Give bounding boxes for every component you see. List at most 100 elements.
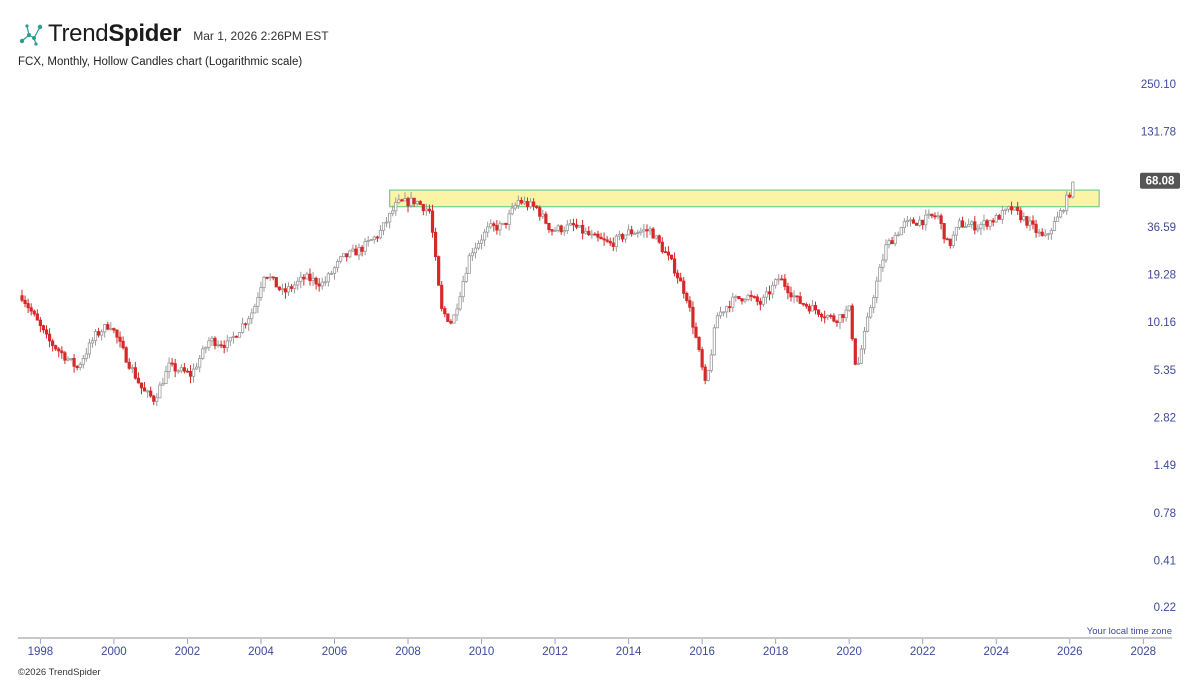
candle[interactable] — [571, 218, 576, 232]
candle[interactable] — [810, 300, 815, 312]
candle[interactable] — [311, 272, 315, 287]
candle[interactable] — [461, 275, 465, 303]
candle[interactable] — [326, 271, 330, 287]
candle[interactable] — [682, 277, 686, 299]
candle[interactable] — [136, 372, 141, 384]
candle[interactable] — [881, 253, 885, 273]
candle[interactable] — [669, 254, 674, 261]
candle[interactable] — [394, 197, 398, 216]
candle[interactable] — [884, 239, 888, 263]
candle[interactable] — [602, 232, 606, 246]
candle[interactable] — [639, 227, 643, 236]
candle[interactable] — [363, 237, 367, 256]
candle[interactable] — [587, 226, 591, 236]
candle[interactable] — [581, 219, 585, 240]
candle[interactable] — [495, 220, 499, 235]
candle[interactable] — [345, 253, 349, 262]
candle[interactable] — [982, 214, 986, 231]
candle[interactable] — [590, 229, 594, 239]
candle[interactable] — [207, 337, 211, 351]
candle[interactable] — [360, 245, 364, 257]
candle[interactable] — [446, 313, 450, 323]
candle[interactable] — [994, 213, 998, 223]
candle[interactable] — [642, 223, 646, 238]
candle[interactable] — [332, 266, 337, 280]
candle[interactable] — [740, 298, 744, 305]
candle[interactable] — [479, 234, 484, 250]
candle[interactable] — [832, 313, 836, 323]
candle[interactable] — [752, 295, 756, 299]
candle[interactable] — [654, 235, 658, 240]
candle[interactable] — [728, 300, 732, 313]
candle[interactable] — [103, 323, 107, 338]
candle[interactable] — [599, 232, 603, 240]
candle[interactable] — [1031, 215, 1035, 230]
candle[interactable] — [384, 216, 389, 228]
candle[interactable] — [1052, 216, 1057, 232]
candle[interactable] — [421, 203, 425, 216]
candle[interactable] — [878, 263, 882, 282]
candle[interactable] — [84, 348, 88, 362]
candle[interactable] — [617, 230, 622, 241]
candle[interactable] — [296, 277, 300, 291]
candle[interactable] — [709, 349, 713, 373]
candle[interactable] — [737, 296, 741, 300]
candle[interactable] — [400, 198, 404, 202]
candle[interactable] — [954, 226, 959, 241]
candle[interactable] — [721, 311, 726, 317]
candle[interactable] — [645, 224, 649, 238]
candle[interactable] — [835, 319, 839, 327]
candle[interactable] — [865, 312, 870, 333]
candle[interactable] — [862, 326, 867, 355]
candle[interactable] — [286, 282, 291, 296]
candle[interactable] — [1040, 228, 1044, 237]
candle[interactable] — [611, 237, 615, 252]
candle[interactable] — [764, 287, 769, 304]
candle[interactable] — [1062, 208, 1066, 214]
candle[interactable] — [755, 294, 759, 306]
candle[interactable] — [185, 368, 190, 373]
candle[interactable] — [458, 291, 462, 312]
candle[interactable] — [507, 209, 511, 231]
candle[interactable] — [93, 328, 98, 346]
candle[interactable] — [231, 331, 235, 344]
candle[interactable] — [672, 252, 677, 277]
candle[interactable] — [823, 310, 827, 324]
candle[interactable] — [960, 216, 965, 228]
candle[interactable] — [519, 197, 523, 205]
candle[interactable] — [369, 238, 373, 242]
candle[interactable] — [712, 324, 716, 356]
candle[interactable] — [115, 329, 119, 344]
candle[interactable] — [574, 218, 579, 230]
candle[interactable] — [979, 221, 983, 236]
candle[interactable] — [623, 234, 628, 243]
candle[interactable] — [69, 357, 73, 362]
candle[interactable] — [1037, 228, 1041, 237]
candle[interactable] — [844, 305, 848, 322]
candle[interactable] — [118, 331, 122, 348]
candle[interactable] — [544, 211, 548, 225]
candle[interactable] — [731, 292, 735, 313]
candle[interactable] — [725, 305, 729, 318]
candle[interactable] — [348, 249, 352, 259]
candle[interactable] — [826, 314, 830, 321]
candle[interactable] — [685, 291, 689, 304]
candle[interactable] — [541, 209, 545, 219]
candle[interactable] — [342, 253, 346, 258]
candle[interactable] — [455, 303, 459, 322]
candle[interactable] — [1058, 207, 1063, 219]
candle[interactable] — [375, 235, 379, 243]
candle[interactable] — [1016, 201, 1020, 215]
candle[interactable] — [323, 276, 327, 287]
candle[interactable] — [195, 362, 199, 370]
candle[interactable] — [1043, 229, 1047, 237]
candle[interactable] — [890, 236, 894, 245]
candle[interactable] — [424, 203, 429, 216]
candle[interactable] — [553, 227, 557, 232]
candle[interactable] — [164, 365, 168, 385]
candle[interactable] — [786, 282, 790, 300]
candle[interactable] — [1071, 181, 1075, 199]
candle[interactable] — [253, 303, 257, 314]
candle[interactable] — [774, 278, 778, 289]
candle[interactable] — [124, 346, 128, 363]
